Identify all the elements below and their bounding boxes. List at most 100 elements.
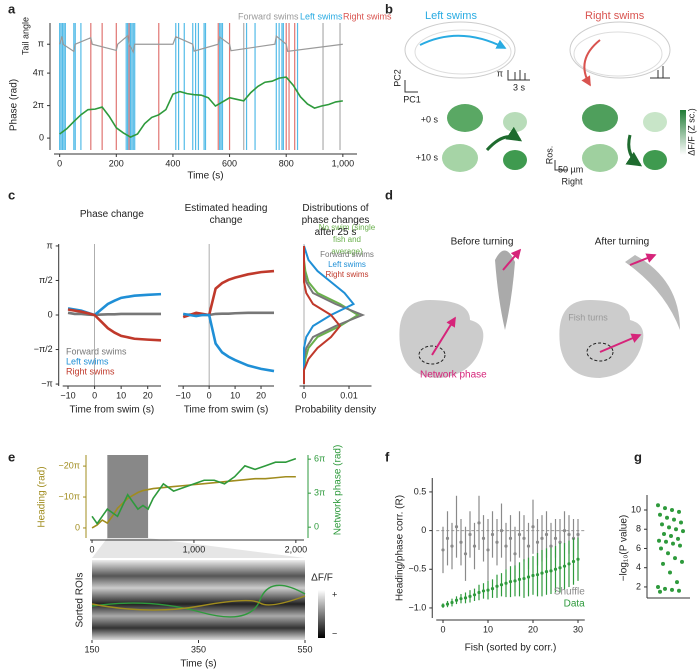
point: [576, 532, 580, 537]
axis-label: Ros.: [544, 146, 554, 165]
y-tick-label: 8: [636, 524, 641, 534]
x-tick-label: 20: [528, 624, 538, 634]
point: [658, 512, 662, 517]
point: [549, 544, 553, 548]
data-line: [59, 34, 343, 54]
point: [531, 525, 535, 529]
point: [673, 556, 677, 561]
point: [526, 575, 531, 579]
scale-label: π: [497, 68, 503, 78]
point: [549, 569, 553, 573]
phase-ring: [418, 345, 446, 365]
point: [671, 541, 675, 546]
legend-entry: Right swims: [325, 270, 369, 279]
point: [576, 557, 580, 561]
y-axis-label: Sorted ROIs: [75, 572, 86, 627]
point: [463, 552, 468, 556]
time-label: +0 s: [421, 114, 439, 124]
point: [441, 604, 445, 608]
y-tick-label: 0: [75, 522, 80, 532]
y-tick-label: 4: [636, 562, 641, 572]
x-tick-label: 800: [279, 158, 294, 168]
point: [486, 588, 490, 592]
point: [504, 581, 508, 585]
phase-arrow: [599, 333, 642, 353]
point: [663, 586, 667, 591]
y-tick-label: −π: [41, 378, 52, 388]
point: [657, 538, 661, 543]
point: [517, 577, 522, 581]
point: [490, 587, 495, 591]
y-axis-label: Heading/phase corr. (R): [395, 495, 406, 601]
point: [562, 528, 567, 533]
point: [445, 536, 450, 540]
brain: [643, 150, 667, 170]
panel-b-title: Left swims: [425, 10, 477, 22]
x-tick-label: 10: [116, 390, 126, 400]
y-tick-label: 0: [314, 522, 319, 532]
point: [513, 552, 517, 556]
x-tick-label: 0: [301, 390, 306, 400]
axis-cross: [554, 160, 568, 171]
subplot-title: Distributions of phase changes after 25 …: [301, 203, 370, 238]
y-tick-label: 4π: [33, 67, 44, 77]
y-tick-label: −1.0: [408, 602, 426, 612]
y-tick-label: π: [46, 240, 52, 250]
x-tick-label: 0: [90, 544, 95, 554]
point: [490, 532, 495, 537]
point: [558, 566, 562, 570]
brain: [582, 144, 618, 172]
y-tick-label: 0: [48, 309, 53, 319]
x-tick-label: 20: [143, 390, 153, 400]
x-tick-label: 30: [573, 624, 583, 634]
panel-label: g: [634, 449, 642, 464]
point: [680, 559, 684, 564]
point: [674, 527, 678, 532]
axis-label: Right: [561, 176, 583, 186]
point: [562, 564, 567, 568]
scale-label: 50 µm: [558, 164, 583, 174]
x-tick-label: 0: [440, 624, 445, 634]
point: [472, 593, 477, 597]
trajectory: [569, 21, 671, 79]
scale-bar: [650, 66, 670, 79]
point: [454, 525, 459, 529]
point: [553, 536, 558, 540]
x-tick-label: 350: [191, 644, 206, 654]
panel-label: e: [8, 449, 15, 464]
panel-b-art: [404, 21, 686, 172]
x-axis-label: Time from swim (s): [184, 405, 269, 416]
point: [567, 562, 571, 566]
point: [477, 590, 481, 595]
point: [672, 517, 676, 522]
y-tick-label: 6π: [314, 454, 325, 464]
y-tick-label: 10: [631, 504, 641, 514]
point: [553, 567, 558, 571]
x-axis-label: Time from swim (s): [70, 405, 155, 416]
point: [679, 520, 683, 525]
arrow: [419, 34, 507, 49]
legend-entry: Forward swims: [320, 250, 374, 259]
legend-entry: Shuffle: [554, 587, 585, 598]
point: [544, 532, 549, 537]
zoom-guide: [92, 538, 305, 558]
legend-entry: Data: [564, 599, 586, 610]
scale-label: 3 s: [513, 82, 526, 92]
panel-d-art: [399, 248, 680, 378]
point: [678, 543, 682, 548]
point: [468, 532, 472, 537]
x-axis-label: Probability density: [295, 405, 376, 416]
y-tick-label: 0: [421, 525, 426, 535]
legend-entry: Left swims: [328, 260, 366, 269]
point: [558, 540, 562, 544]
point: [540, 536, 544, 540]
arrow: [581, 39, 601, 87]
x-tick-label: 0.01: [340, 390, 358, 400]
time-label: +10 s: [416, 152, 439, 162]
heatmap-trace: [91, 584, 306, 618]
point: [658, 589, 662, 594]
point: [495, 540, 499, 544]
x-tick-label: 20: [256, 390, 266, 400]
point: [667, 525, 671, 530]
x-tick-label: 400: [165, 158, 180, 168]
